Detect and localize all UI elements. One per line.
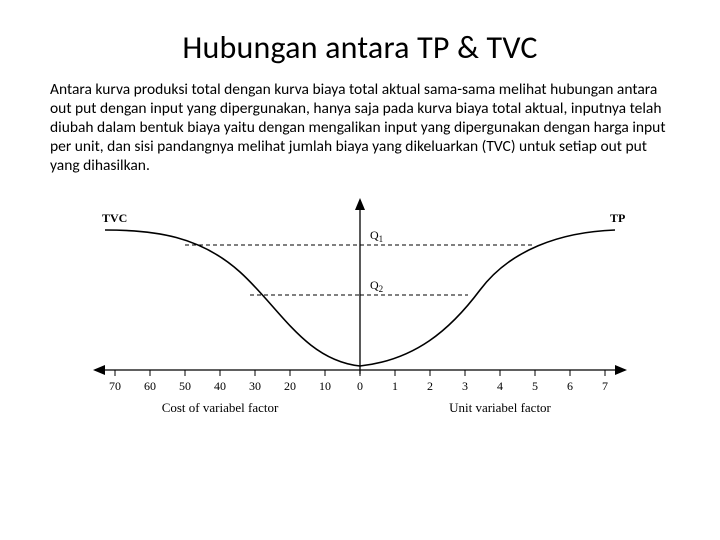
svg-text:Unit variabel factor: Unit variabel factor (449, 400, 551, 415)
svg-text:5: 5 (532, 379, 538, 393)
svg-text:30: 30 (249, 379, 261, 393)
svg-text:6: 6 (567, 379, 573, 393)
svg-text:40: 40 (214, 379, 226, 393)
svg-text:2: 2 (427, 379, 433, 393)
svg-text:0: 0 (357, 379, 363, 393)
svg-text:20: 20 (284, 379, 296, 393)
svg-text:3: 3 (462, 379, 468, 393)
slide: Hubungan antara TP & TVC Antara kurva pr… (0, 0, 720, 540)
svg-text:70: 70 (109, 379, 121, 393)
svg-text:50: 50 (179, 379, 191, 393)
svg-text:Cost of variabel factor: Cost of variabel factor (162, 400, 279, 415)
svg-text:1: 1 (392, 379, 398, 393)
svg-text:TVC: TVC (102, 211, 127, 225)
body-paragraph: Antara kurva produksi total dengan kurva… (50, 81, 670, 176)
svg-text:10: 10 (319, 379, 331, 393)
svg-text:TP: TP (610, 211, 625, 225)
svg-text:60: 60 (144, 379, 156, 393)
svg-text:Q2: Q2 (370, 278, 383, 294)
svg-text:Q1: Q1 (370, 228, 383, 244)
page-title: Hubungan antara TP & TVC (50, 28, 670, 67)
svg-text:7: 7 (602, 379, 608, 393)
svg-text:4: 4 (497, 379, 503, 393)
chart-container: 70 60 50 40 30 20 10 0 1 2 3 4 5 6 7 Cost of variabel f… (50, 190, 670, 430)
tp-tvc-chart: 70 60 50 40 30 20 10 0 1 2 3 4 5 6 7 Cost of variabel f… (80, 190, 640, 430)
